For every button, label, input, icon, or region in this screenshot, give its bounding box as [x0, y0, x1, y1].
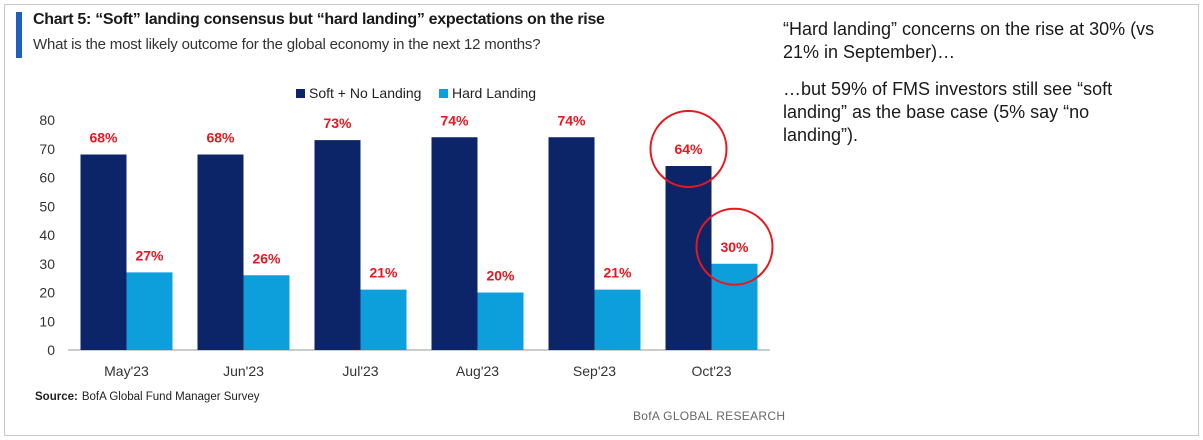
y-tick-label: 70 — [39, 141, 55, 157]
footer-brand: BofA GLOBAL RESEARCH — [633, 409, 786, 423]
data-label: 20% — [486, 268, 515, 284]
legend-swatch-soft — [296, 89, 305, 98]
highlight-circle — [649, 110, 728, 188]
data-label: 68% — [89, 130, 118, 146]
legend-swatch-hard — [439, 89, 448, 98]
y-tick-label: 0 — [47, 342, 55, 358]
bar-hard-landing — [243, 275, 290, 350]
data-label: 27% — [135, 247, 164, 263]
bar-soft-landing — [548, 137, 595, 350]
data-label: 30% — [720, 239, 749, 255]
y-tick-label: 50 — [39, 198, 55, 214]
y-tick-label: 80 — [39, 112, 55, 128]
commentary-paragraph-2: …but 59% of FMS investors still see “sof… — [783, 79, 1113, 145]
bar-soft-landing — [314, 140, 361, 350]
highlight-circle — [695, 207, 774, 286]
x-tick-label: Jun'23 — [223, 363, 264, 379]
bar-hard-landing — [126, 272, 173, 350]
data-label: 26% — [252, 250, 281, 266]
bar-hard-landing — [360, 289, 407, 350]
y-tick-label: 30 — [39, 256, 55, 272]
bar-soft-landing — [80, 154, 127, 350]
chart-subtitle: What is the most likely outcome for the … — [33, 36, 541, 53]
commentary: “Hard landing” concerns on the rise at 3… — [783, 18, 1163, 161]
bar-chart: 0 10 20 30 40 50 60 70 80 May'23 68% 27% Jun'23 68% 26… — [39, 85, 774, 379]
bar-soft-landing — [665, 166, 712, 350]
chart-frame — [4, 4, 1199, 436]
chart-title: Chart 5: “Soft” landing consensus but “h… — [33, 11, 605, 28]
x-tick-label: Aug'23 — [456, 363, 499, 379]
data-label: 64% — [674, 141, 703, 157]
bar-hard-landing — [711, 263, 758, 350]
x-tick-label: May'23 — [104, 363, 149, 379]
y-tick-label: 60 — [39, 170, 55, 186]
y-tick-label: 40 — [39, 227, 55, 243]
data-label: 68% — [206, 130, 235, 146]
source-label: Source: — [35, 391, 78, 403]
y-tick-label: 20 — [39, 285, 55, 301]
data-label: 21% — [369, 265, 398, 281]
title-accent-bar — [16, 12, 22, 58]
bar-soft-landing — [197, 154, 244, 350]
x-tick-label: Jul'23 — [342, 363, 378, 379]
data-label: 73% — [323, 115, 352, 131]
bar-hard-landing — [594, 289, 641, 350]
bar-hard-landing — [477, 292, 524, 350]
source-text: BofA Global Fund Manager Survey — [81, 391, 260, 403]
data-label: 74% — [440, 112, 469, 128]
bar-soft-landing — [431, 137, 478, 350]
x-tick-label: Oct'23 — [691, 363, 731, 379]
commentary-paragraph-1: “Hard landing” concerns on the rise at 3… — [783, 19, 1155, 62]
legend-label-hard: Hard Landing — [452, 85, 536, 101]
legend-label-soft: Soft + No Landing — [309, 85, 421, 101]
y-tick-label: 10 — [39, 313, 55, 329]
data-label: 21% — [603, 265, 632, 281]
source-note: Source: BofA Global Fund Manager Survey — [35, 391, 260, 403]
x-tick-label: Sep'23 — [573, 363, 616, 379]
data-label: 74% — [557, 112, 586, 128]
